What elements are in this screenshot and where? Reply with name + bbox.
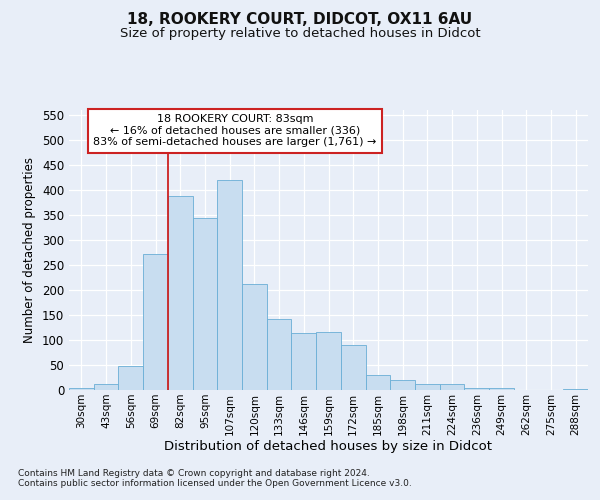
Bar (143, 254, 168, 390)
Text: Contains HM Land Registry data © Crown copyright and database right 2024.: Contains HM Land Registry data © Crown c… (18, 469, 370, 478)
Bar (242, 284, 267, 390)
X-axis label: Distribution of detached houses by size in Didcot: Distribution of detached houses by size … (164, 440, 493, 454)
Text: Contains public sector information licensed under the Open Government Licence v3: Contains public sector information licen… (18, 479, 412, 488)
Bar (292, 332, 316, 390)
Bar (94, 384, 118, 390)
Bar (316, 332, 341, 390)
Bar (440, 384, 464, 390)
Text: Size of property relative to detached houses in Didcot: Size of property relative to detached ho… (119, 28, 481, 40)
Y-axis label: Number of detached properties: Number of detached properties (23, 157, 37, 343)
Bar (390, 380, 415, 390)
Text: 18 ROOKERY COURT: 83sqm
← 16% of detached houses are smaller (336)
83% of semi-d: 18 ROOKERY COURT: 83sqm ← 16% of detache… (94, 114, 377, 148)
Bar (267, 318, 292, 390)
Bar (193, 218, 217, 390)
Bar (563, 388, 588, 390)
Bar (464, 388, 489, 390)
Bar (489, 388, 514, 390)
Text: 18, ROOKERY COURT, DIDCOT, OX11 6AU: 18, ROOKERY COURT, DIDCOT, OX11 6AU (127, 12, 473, 28)
Bar (118, 366, 143, 390)
Bar (341, 345, 365, 390)
Bar (365, 375, 390, 390)
Bar (69, 388, 94, 390)
Bar (217, 180, 242, 390)
Bar (415, 384, 440, 390)
Bar (168, 196, 193, 390)
